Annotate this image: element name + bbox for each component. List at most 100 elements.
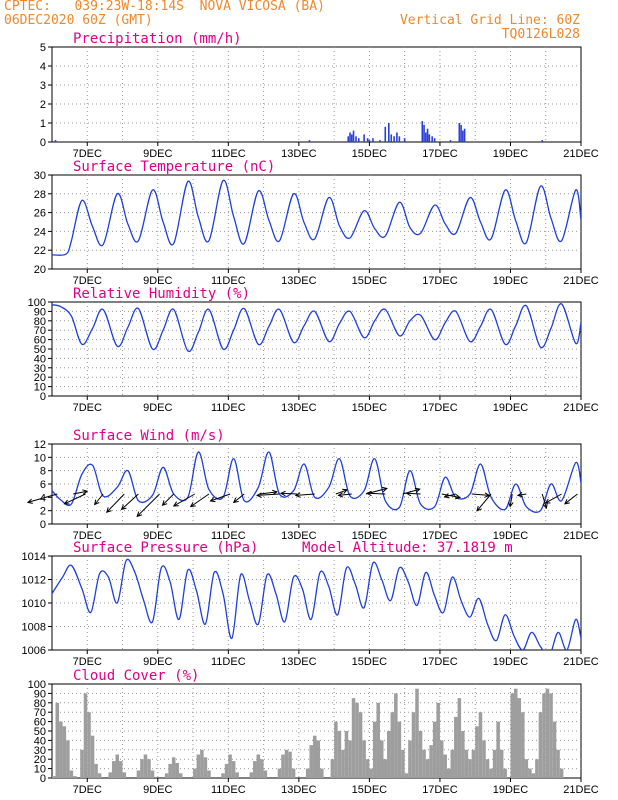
- pres-xtick-label: 7DEC: [73, 656, 102, 668]
- rh-title: Relative Humidity (%): [73, 286, 250, 302]
- cloud-bar: [200, 749, 204, 778]
- cloud-bar: [545, 688, 550, 778]
- precip-frame: [51, 46, 582, 143]
- wind-vector: [64, 493, 86, 505]
- cloud-bar: [122, 772, 127, 778]
- cloud-bar: [531, 773, 536, 778]
- cloud-bar: [143, 754, 148, 778]
- cloud-ytick-label: 90: [34, 688, 46, 700]
- wind-vector: [162, 493, 175, 506]
- cloud-bar: [73, 776, 77, 778]
- rh-ytick-label: 0: [40, 391, 46, 403]
- cloud-xtick-label: 19DEC: [493, 784, 529, 796]
- wind-vector: [94, 493, 104, 505]
- pres-xtick-label: 15DEC: [352, 656, 388, 668]
- cloud-bar: [358, 712, 363, 778]
- cloud-bar: [397, 721, 402, 778]
- precip-xtick-label: 17DEC: [422, 148, 458, 160]
- wind-vector: [517, 493, 527, 496]
- cloud-bar: [510, 693, 514, 778]
- cloud-bar: [439, 740, 444, 778]
- precip-bar: [460, 124, 462, 142]
- cloud-bar: [538, 712, 543, 778]
- rh-ytick-label: 40: [34, 353, 46, 365]
- wind-series-line: [52, 451, 581, 513]
- cloud-xtick-label: 15DEC: [352, 784, 388, 796]
- cloud-bar: [97, 773, 102, 778]
- cloud-bar: [454, 716, 458, 778]
- rh-xtick-label: 9DEC: [143, 402, 172, 414]
- wind-vector: [295, 493, 315, 496]
- precip-bar: [449, 140, 452, 142]
- cloud-bar: [147, 759, 151, 778]
- wind-xtick-label: 7DEC: [73, 530, 102, 542]
- wind-vector-head: [209, 497, 216, 503]
- rh-xtick-label: 17DEC: [422, 402, 458, 414]
- cloud-bar: [55, 702, 60, 778]
- cloud-ytick-label: 60: [34, 717, 46, 729]
- cloud-bar: [59, 721, 63, 778]
- precip-bar: [458, 123, 461, 142]
- precip-bar: [431, 136, 433, 142]
- cloud-bar: [457, 698, 462, 778]
- temp-series-line: [52, 179, 581, 256]
- wind-vector: [233, 493, 245, 503]
- precip-bar: [54, 140, 57, 142]
- cloud-bar: [394, 693, 398, 778]
- cloud-bar: [450, 749, 455, 778]
- rh-xtick-label: 21DEC: [563, 402, 599, 414]
- cloud-bar: [281, 754, 285, 778]
- wind-vector-head: [120, 504, 127, 511]
- cloud-bar: [418, 731, 423, 778]
- precip-bar: [393, 136, 395, 142]
- wind-ytick-label: 0: [40, 519, 46, 531]
- cloud-bar: [489, 768, 493, 778]
- cloud-ytick-label: 70: [34, 707, 46, 719]
- cloud-bar: [556, 749, 560, 778]
- cloud-bar: [256, 754, 261, 778]
- cloud-bar: [119, 761, 123, 778]
- cloud-bar: [432, 721, 437, 778]
- rh-xtick-label: 13DEC: [281, 402, 317, 414]
- header-date: 06DEC2020 60Z (GMT): [4, 13, 153, 28]
- wind-vector: [210, 493, 231, 502]
- rh-ytick-label: 90: [34, 306, 46, 318]
- wind-vector: [367, 492, 386, 495]
- cloud-bar: [330, 759, 335, 778]
- cloud-bar: [260, 759, 264, 778]
- rh-ytick-label: 60: [34, 335, 46, 347]
- wind-vector-head: [26, 498, 33, 504]
- cloud-bar: [422, 749, 426, 778]
- precip-bar: [366, 138, 369, 142]
- cloud-bar: [521, 712, 525, 778]
- cloud-bar: [429, 745, 433, 778]
- cloud-bar: [535, 759, 539, 778]
- cloud-bar: [408, 740, 412, 778]
- precip-bar: [349, 132, 351, 142]
- temp-ytick-label: 30: [34, 170, 46, 182]
- rh-ytick-label: 100: [28, 297, 46, 309]
- header-code: TQ0126L028: [501, 27, 580, 42]
- wind-vector-head: [508, 501, 514, 508]
- cloud-bar: [221, 773, 225, 778]
- cloud-bar: [485, 759, 490, 778]
- precip-bar: [428, 134, 431, 142]
- wind-vector: [335, 489, 348, 495]
- wind-vector: [444, 493, 456, 498]
- precip-bar: [387, 123, 390, 142]
- precip-bar: [363, 134, 365, 142]
- cloud-bar: [496, 721, 500, 778]
- cloud-bar: [337, 731, 342, 778]
- cloud-xtick-label: 21DEC: [563, 784, 599, 796]
- cloud-bar: [362, 740, 366, 778]
- rh-ytick-label: 70: [34, 325, 46, 337]
- temp-ytick-label: 22: [34, 245, 46, 257]
- cloud-bar: [235, 772, 239, 778]
- precip-bar: [308, 140, 311, 142]
- precip-bar: [355, 136, 357, 142]
- cloud-bar: [80, 749, 84, 778]
- wind-ytick-label: 6: [40, 479, 46, 491]
- wind-vector-head: [232, 497, 239, 504]
- wind-ytick-label: 8: [40, 466, 46, 478]
